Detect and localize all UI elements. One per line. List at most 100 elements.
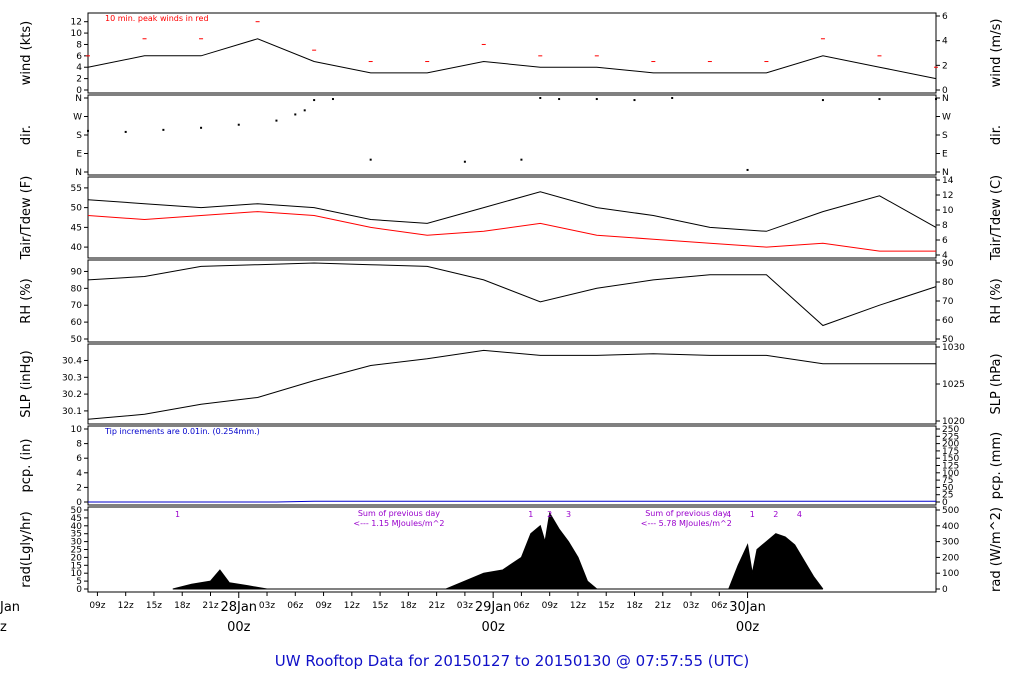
y-tick-label-right: 90	[942, 259, 954, 269]
dir-point	[878, 98, 881, 101]
x-tick-label: 03z	[259, 601, 275, 611]
y-tick-label-left: 8	[76, 440, 82, 450]
y-tick-label-right: 70	[942, 297, 954, 307]
y-tick-label-right: 0	[942, 86, 948, 96]
y-tick-label-left: 40	[71, 522, 83, 532]
y-tick-label-left: 5	[76, 577, 82, 587]
x-clipped-date: Jan	[0, 600, 20, 615]
x-tick-label: 21z	[202, 601, 218, 611]
dir-point	[935, 98, 937, 101]
wind-annotation: 10 min. peak winds in red	[105, 14, 209, 23]
y-label-left: dir.	[19, 125, 34, 145]
y-tick-label-right: 500	[942, 506, 959, 516]
y-tick-label-right: S	[942, 131, 948, 141]
x-tick-label: 15z	[372, 601, 388, 611]
x-tick-label: 12z	[344, 601, 360, 611]
y-tick-label-left: 6	[76, 454, 82, 464]
y-tick-label-left: 4	[76, 63, 82, 73]
y-tick-label-right: 0	[942, 498, 948, 508]
y-tick-label-left: 20	[71, 553, 83, 563]
x-tick-label: 18z	[626, 601, 642, 611]
y-tick-label-left: E	[76, 150, 82, 160]
panel-pcp: pcp. (in) pcp. (mm)0246810025507510012515…	[19, 425, 1004, 508]
y-tick-label-left: 30.3	[62, 373, 82, 383]
y-tick-label-right: 60	[942, 316, 954, 326]
x-axis: 09z 12z 15z 18z 21z 03z 06z 09z 12z 15z 18z 21z 03z 0…	[0, 592, 766, 635]
dir-point	[539, 97, 542, 99]
panel-frame	[87, 176, 937, 259]
y-tick-label-left: 90	[71, 267, 83, 277]
y-tick-label-right: 175	[942, 447, 959, 457]
y-tick-label-left: 6	[76, 52, 82, 62]
x-tick-label: 15z	[146, 601, 162, 611]
rad-sum-note-1: Sum of previous day	[358, 509, 440, 518]
y-label-right: Tair/Tdew (C)	[989, 175, 1004, 261]
y-tick-label-left: N	[75, 168, 82, 178]
y-tick-label-left: 4	[76, 469, 82, 479]
y-tick-label-left: 40	[71, 243, 83, 253]
y-tick-label-left: 50	[71, 204, 83, 214]
x-tick-label: 03z	[457, 601, 473, 611]
y-tick-label-right: W	[942, 113, 951, 123]
y-tick-label-left: 2	[76, 75, 82, 85]
dir-point	[87, 129, 89, 132]
dir-point	[671, 97, 674, 99]
y-tick-label-right: 1025	[942, 380, 965, 390]
slp-line	[87, 349, 936, 420]
y-label-right: pcp. (mm)	[989, 432, 1004, 499]
y-tick-label-right: E	[942, 150, 948, 160]
y-label-right: dir.	[989, 125, 1004, 145]
dir-point	[331, 98, 334, 101]
panel-frame	[87, 94, 937, 176]
y-tick-label-right: 8	[942, 221, 948, 231]
y-tick-label-left: 45	[71, 223, 82, 233]
x-tick-label: 18z	[174, 601, 190, 611]
rad-marker: 4	[797, 510, 802, 519]
y-label-left: pcp. (in)	[19, 439, 34, 493]
dir-point	[200, 126, 203, 129]
y-tick-label-left: 30	[71, 538, 83, 548]
y-tick-label-right: 12	[942, 191, 953, 201]
y-tick-label-right: 400	[942, 522, 959, 532]
y-tick-label-right: N	[942, 94, 949, 104]
y-tick-label-left: 2	[76, 483, 82, 493]
dir-point	[294, 113, 297, 116]
y-tick-label-right: 14	[942, 176, 954, 186]
y-label-left: Tair/Tdew (F)	[19, 176, 34, 261]
y-tick-label-right: 10	[942, 206, 954, 216]
dir-point	[303, 109, 306, 112]
y-tick-label-left: 0	[76, 86, 82, 96]
y-tick-label-right: 100	[942, 469, 959, 479]
dir-point	[313, 99, 316, 102]
y-tick-label-left: N	[75, 94, 82, 104]
y-label-right: SLP (hPa)	[989, 353, 1004, 414]
y-tick-label-right: 100	[942, 569, 959, 579]
x-day-date: 29Jan	[475, 600, 512, 615]
y-tick-label-left: W	[73, 113, 82, 123]
y-tick-label-right: 1020	[942, 417, 965, 427]
rad-marker: 1	[528, 510, 533, 519]
y-tick-label-right: 1030	[942, 343, 965, 353]
y-tick-label-left: 45	[71, 514, 82, 524]
y-tick-label-left: S	[76, 131, 82, 141]
y-tick-label-left: 30.4	[62, 356, 82, 366]
x-tick-label: 03z	[683, 601, 699, 611]
y-tick-label-left: 10	[71, 569, 83, 579]
y-label-left: RH (%)	[19, 278, 34, 323]
y-tick-label-left: 60	[71, 318, 83, 328]
rad-sum-value-1: <--- 1.15 MJoules/m^2	[353, 519, 444, 528]
dir-point	[369, 158, 372, 161]
y-tick-label-right: N	[942, 168, 949, 178]
rh-line	[87, 262, 937, 327]
x-tick-label: 09z	[542, 601, 558, 611]
y-tick-label-left: 30.1	[62, 407, 82, 417]
x-day-date: 28Jan	[220, 600, 257, 615]
y-label-right: RH (%)	[989, 278, 1004, 323]
rad-marker: 4	[726, 510, 731, 519]
rad-sum-note-2: Sum of previous day	[645, 509, 727, 518]
x-day-date: 30Jan	[729, 600, 766, 615]
y-tick-label-right: 4	[942, 37, 948, 47]
temp-series-0	[87, 191, 937, 232]
y-tick-label-right: 80	[942, 278, 954, 288]
y-tick-label-right: 300	[942, 538, 959, 548]
